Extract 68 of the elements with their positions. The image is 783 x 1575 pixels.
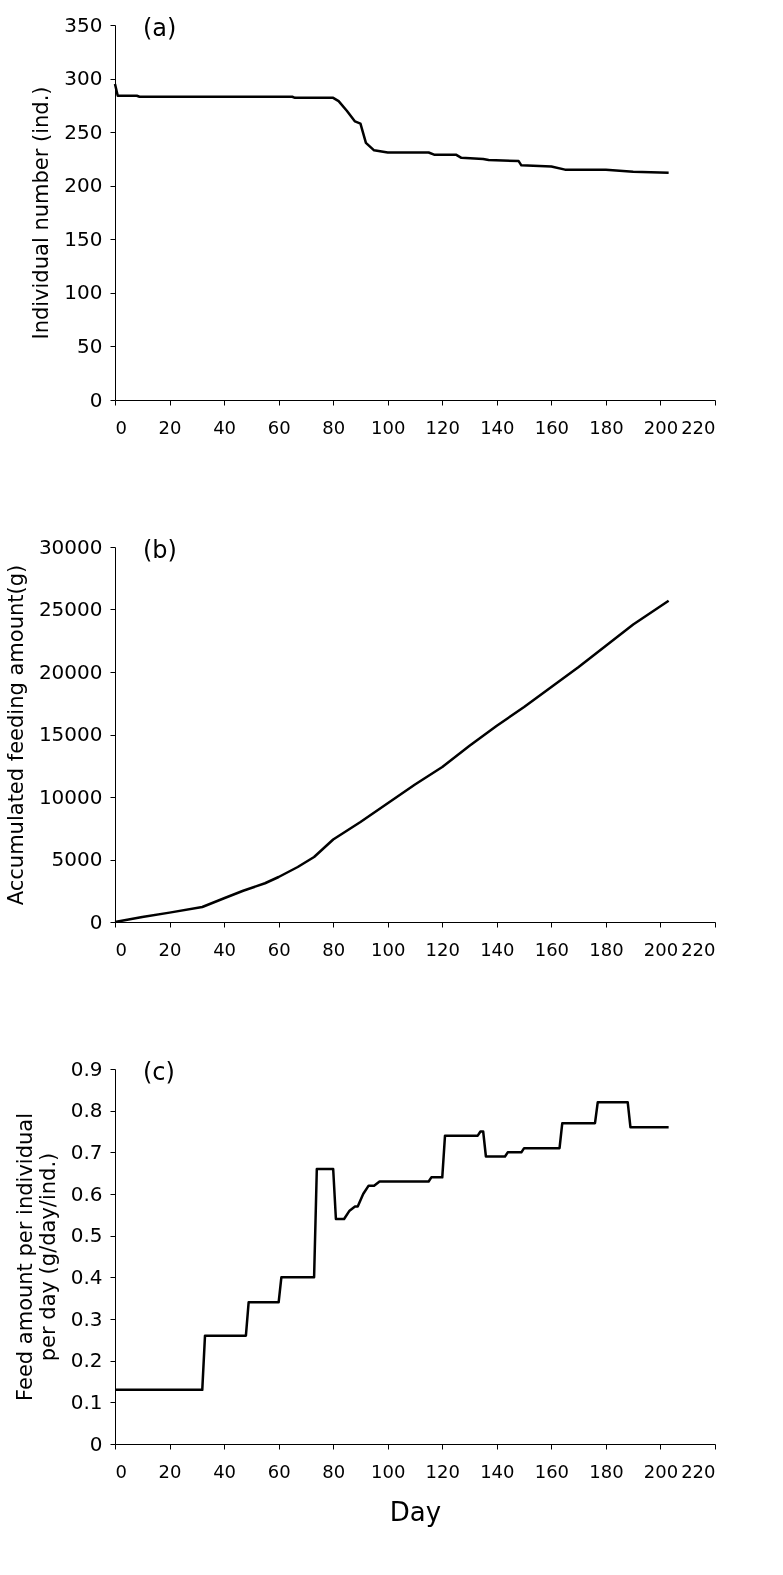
x-tick-label: 200: [643, 416, 679, 438]
y-tick-label: 0.1: [70, 1389, 103, 1414]
y-tick-label: 150: [64, 226, 103, 251]
x-tick-label: 220: [681, 938, 716, 960]
y-tick-label: 0.2: [70, 1348, 103, 1373]
y-tick-label: 0.4: [70, 1264, 103, 1289]
x-tick-label: 120: [425, 416, 460, 438]
x-tick-label: 60: [267, 416, 291, 438]
y-tick-label: 300: [64, 66, 103, 91]
x-tick-label: 60: [267, 938, 291, 960]
x-tick-label: 180: [589, 938, 624, 960]
x-tick-label: 0: [115, 938, 127, 960]
x-tick-label: 60: [267, 1460, 291, 1482]
y-tick-label: 250: [64, 119, 103, 144]
x-tick-label: 20: [158, 938, 182, 960]
y-tick-label: 0.8: [70, 1098, 103, 1123]
x-tick-label: 160: [534, 938, 570, 960]
y-tick-label: 100: [64, 280, 103, 305]
y-tick-label: 0.9: [70, 1056, 103, 1081]
y-axis-title: Feed amount per individual per day (g/day/ind.): [12, 1113, 60, 1401]
x-tick-label: 200: [643, 938, 679, 960]
x-tick-label: 80: [322, 416, 346, 438]
y-tick-label: 0: [89, 1431, 103, 1456]
x-tick-label: 80: [322, 1460, 346, 1482]
y-axis-title: Accumulated feeding amount(g): [3, 564, 28, 906]
y-tick-label: 50: [77, 333, 103, 358]
y-tick-label: 0.5: [70, 1223, 103, 1248]
annotation: (a): [143, 14, 177, 42]
x-tick-label: 180: [589, 1460, 624, 1482]
x-tick-label: 120: [425, 1460, 460, 1482]
y-tick-label: 25000: [38, 597, 103, 621]
y-tick-label: 200: [64, 173, 103, 198]
y-tick-label: 0.7: [70, 1139, 103, 1164]
y-tick-label: 0.6: [70, 1181, 103, 1206]
y-tick-label: 0.3: [70, 1306, 103, 1331]
x-tick-label: 100: [371, 416, 406, 438]
x-tick-label: 20: [158, 1460, 182, 1482]
x-tick-label: 180: [589, 416, 624, 438]
x-tick-label: 160: [534, 1460, 570, 1482]
x-tick-label: 40: [213, 938, 237, 960]
x-tick-label: 220: [681, 416, 716, 438]
y-tick-label: 10000: [38, 784, 103, 809]
x-tick-label: 140: [480, 938, 515, 960]
annotation: (b): [143, 536, 177, 564]
x-tick-label: 20: [158, 416, 182, 438]
x-tick-label: 40: [213, 1460, 237, 1482]
x-tick-label: 100: [371, 938, 406, 960]
y-tick-label: 0: [89, 387, 103, 412]
y-tick-label: 15000: [38, 722, 103, 746]
x-tick-label: 0: [115, 416, 127, 438]
y-tick-label: 20000: [38, 659, 103, 684]
x-tick-label: 220: [681, 1460, 716, 1482]
y-tick-label: 350: [64, 12, 103, 37]
x-tick-label: 0: [115, 1460, 127, 1482]
y-tick-label: 0: [89, 909, 103, 934]
x-axis-title: Day: [389, 1496, 442, 1527]
x-tick-label: 160: [534, 416, 570, 438]
x-tick-label: 200: [643, 1460, 679, 1482]
x-tick-label: 120: [425, 938, 460, 960]
y-tick-label: 5000: [51, 847, 103, 871]
x-tick-label: 40: [213, 416, 237, 438]
x-tick-label: 140: [480, 1460, 515, 1482]
annotation: (c): [143, 1058, 175, 1086]
y-axis-title: Individual number (ind.): [29, 86, 54, 340]
x-tick-label: 80: [322, 938, 346, 960]
x-tick-label: 100: [371, 1460, 406, 1482]
y-tick-label: 30000: [38, 534, 103, 559]
x-tick-label: 140: [480, 416, 515, 438]
